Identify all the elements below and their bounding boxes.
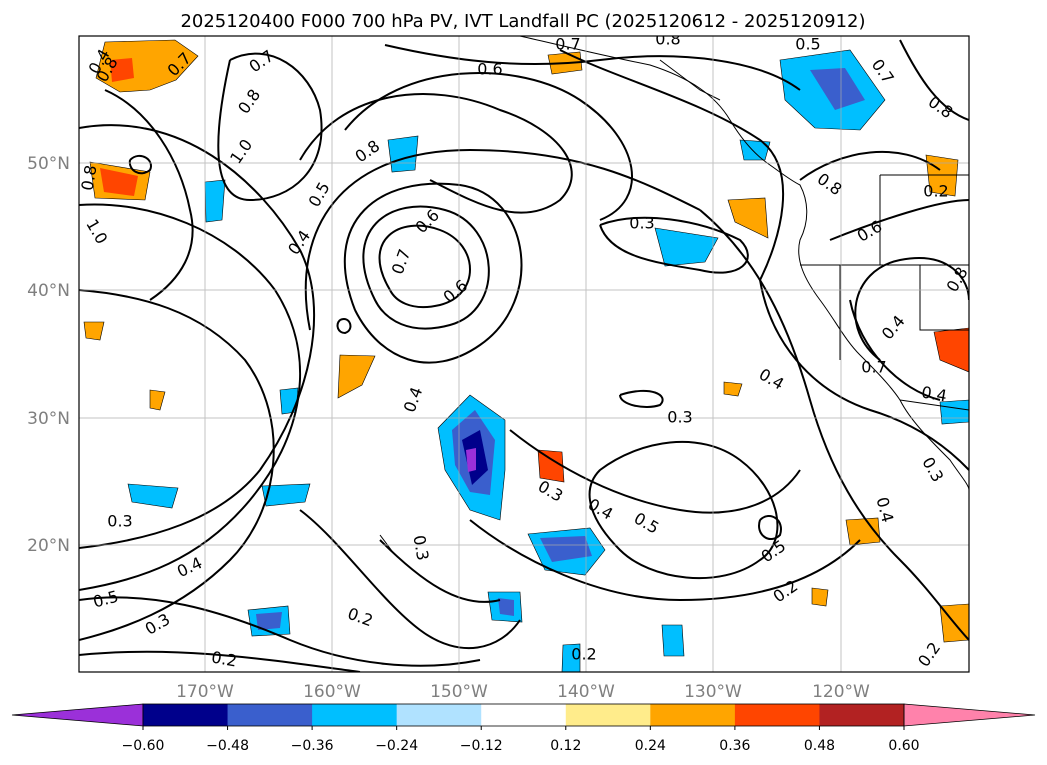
shade-negative-region [204, 179, 226, 223]
shade-strong-positive-region [100, 168, 138, 196]
shade-strong-positive-region [110, 58, 134, 82]
shade-negative-region [387, 135, 419, 173]
lon-label: 150°W [430, 682, 488, 702]
shade-negative-region [739, 139, 771, 161]
contour-label: 0.2 [923, 182, 948, 201]
shade-negative-region [810, 68, 865, 110]
shade-positive-region [337, 354, 376, 399]
colorbar-tick-label: 0.12 [550, 738, 581, 754]
shade-negative-region [256, 612, 282, 630]
colorbar-segment [481, 704, 567, 726]
colorbar-segment [312, 704, 398, 726]
figure-title: 2025120400 F000 700 hPa PV, IVT Landfall… [180, 11, 865, 32]
colorbar-tick-label: 0.48 [804, 738, 835, 754]
colorbar-tick-label: −0.36 [291, 738, 334, 754]
contour-label: 0.8 [655, 30, 680, 49]
gridlines [79, 36, 969, 672]
lat-label: 40°N [27, 281, 70, 301]
contour-label: 0.2 [571, 645, 596, 664]
contour-label: 0.8 [77, 164, 100, 192]
lon-label: 130°W [684, 682, 742, 702]
colorbar-segment [734, 704, 820, 726]
map-panel: 0.4 0.60.70.81.00.81.00.70.50.40.80.60.70… [77, 30, 970, 673]
shade-positive-region [811, 587, 829, 607]
shade-positive-region [727, 197, 769, 239]
colorbar-frame [142, 703, 905, 727]
lat-labels: 50°N 40°N 30°N 20°N [27, 154, 70, 556]
colorbar-tick-label: 0.60 [888, 738, 919, 754]
contour-label: 0.3 [667, 408, 692, 427]
contour-label: 0.3 [629, 214, 654, 233]
colorbar: −0.60 −0.48 −0.36 −0.24 −0.12 0.12 0.24 0.36 0.4… [11, 703, 1036, 754]
map-background [79, 36, 969, 672]
lon-label: 160°W [303, 682, 361, 702]
contour-label: 0.7 [861, 358, 886, 377]
shade-strongest-negative-region [466, 448, 476, 472]
map-frame [78, 35, 970, 673]
colorbar-tick-label: −0.60 [122, 738, 165, 754]
contour-label: 0.5 [795, 35, 820, 54]
colorbar-segment [227, 704, 313, 726]
contour-label: 0.3 [409, 534, 432, 562]
colorbar-tick-label: 0.36 [719, 738, 750, 754]
colorbar-tick-label: −0.24 [375, 738, 418, 754]
shade-positive-region [723, 381, 743, 397]
colorbar-segment [143, 704, 229, 726]
colorbar-extend-min [11, 703, 144, 727]
lon-labels: 170°W 160°W 150°W 140°W 130°W 120°W [176, 682, 870, 702]
contour-label: 0.3 [107, 512, 132, 531]
shade-positive-region [83, 321, 105, 341]
shade-negative-region [127, 483, 179, 509]
lon-label: 170°W [176, 682, 234, 702]
colorbar-segment [565, 704, 651, 726]
contour-label: 0.6 [477, 60, 502, 79]
shade-negative-region [540, 536, 592, 562]
coastline [379, 36, 969, 556]
contour-label: 0.7 [555, 35, 580, 54]
shade-strong-positive-region [933, 327, 969, 373]
colorbar-tick-label: −0.48 [206, 738, 249, 754]
colorbar-segment [650, 704, 736, 726]
shade-positive-region [149, 389, 166, 411]
contour-label: 0.4 [920, 382, 948, 405]
lat-label: 20°N [27, 536, 70, 556]
pv-contours [79, 39, 969, 672]
shade-negative-region [661, 624, 685, 657]
lat-label: 50°N [27, 154, 70, 174]
shade-positive-region [845, 517, 881, 546]
lon-label: 140°W [557, 682, 615, 702]
lon-label: 120°W [812, 682, 870, 702]
colorbar-segment [396, 704, 482, 726]
shaded-regions [83, 39, 969, 672]
contour-label: 0.2 [210, 647, 238, 670]
shade-strong-positive-region [537, 449, 565, 483]
lat-label: 30°N [27, 409, 70, 429]
colorbar-tick-label: 0.24 [635, 738, 666, 754]
colorbar-tick-label: −0.12 [460, 738, 503, 754]
shade-negative-region [498, 598, 514, 616]
shade-negative-region [261, 483, 311, 507]
colorbar-segment [819, 704, 905, 726]
colorbar-extend-max [903, 703, 1036, 727]
shade-negative-region [561, 643, 581, 672]
shade-negative-region [654, 227, 719, 267]
